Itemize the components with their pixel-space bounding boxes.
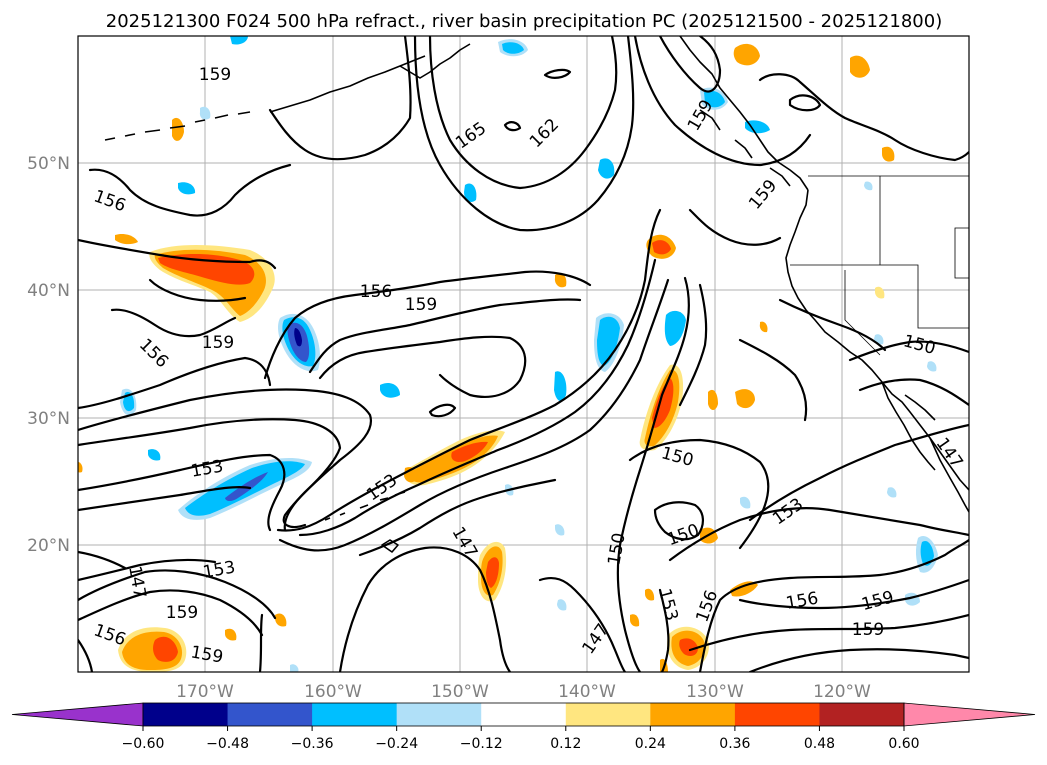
colorbar-tick-label: 0.12 xyxy=(550,736,581,752)
colorbar-bin xyxy=(819,703,905,726)
state-borders xyxy=(790,175,969,356)
colorbar-tick-label: −0.12 xyxy=(460,736,503,752)
colorbar-tick-label: 0.36 xyxy=(719,736,750,752)
lat-tick-label: 30°N xyxy=(27,409,70,429)
contour-label: 156 xyxy=(360,282,392,302)
colorbar-extend-low xyxy=(11,702,144,727)
colorbar-tick-label: −0.36 xyxy=(291,736,334,752)
colorbar-frame xyxy=(142,702,905,727)
contour-lines xyxy=(78,36,969,672)
contour-label: 159 xyxy=(405,295,437,315)
lon-tick-label: 170°W xyxy=(176,682,234,702)
colorbar-bin xyxy=(312,703,398,726)
latitude-axis: 50°N 40°N 30°N 20°N xyxy=(27,154,70,556)
colorbar-tick-label: 0.48 xyxy=(804,736,835,752)
lon-tick-label: 160°W xyxy=(304,682,362,702)
colorbar-bin xyxy=(565,703,651,726)
colorbar-bin xyxy=(227,703,313,726)
contour-label: 159 xyxy=(202,333,234,353)
contour-label: 159 xyxy=(199,65,231,85)
figure-title: 2025121300 F024 500 hPa refract., river … xyxy=(106,11,942,32)
colorbar-bin xyxy=(143,703,229,726)
colorbar-tick-label: 0.60 xyxy=(888,736,919,752)
lon-tick-label: 120°W xyxy=(813,682,871,702)
lat-tick-label: 50°N xyxy=(27,154,70,174)
colorbar-bin xyxy=(650,703,736,726)
colorbar-bin xyxy=(734,703,820,726)
colorbar-bin xyxy=(481,703,567,726)
colorbar-tick-label: 0.24 xyxy=(635,736,666,752)
lon-tick-label: 150°W xyxy=(431,682,489,702)
colorbar: −0.60 −0.48 −0.36 −0.24 −0.12 0.12 0.24 0.36 0.4… xyxy=(11,702,1036,752)
map-area: 159 165 162 159 159 156 156 159 156 159 … xyxy=(77,35,970,673)
colorbar-tick-label: −0.60 xyxy=(122,736,165,752)
colorbar-bin xyxy=(396,703,482,726)
colorbar-extend-high xyxy=(903,702,1036,727)
lon-tick-label: 130°W xyxy=(686,682,744,702)
contour-label: 159 xyxy=(852,620,884,640)
longitude-axis: 170°W 160°W 150°W 140°W 130°W 120°W xyxy=(176,682,871,702)
precip-shading xyxy=(78,36,938,672)
colorbar-tick-label: −0.24 xyxy=(375,736,418,752)
contour-label: 159 xyxy=(166,603,198,623)
colorbar-tick-label: −0.48 xyxy=(206,736,249,752)
map-frame xyxy=(77,35,970,673)
lon-tick-label: 140°W xyxy=(558,682,616,702)
lat-tick-label: 20°N xyxy=(27,536,70,556)
lat-tick-label: 40°N xyxy=(27,281,70,301)
